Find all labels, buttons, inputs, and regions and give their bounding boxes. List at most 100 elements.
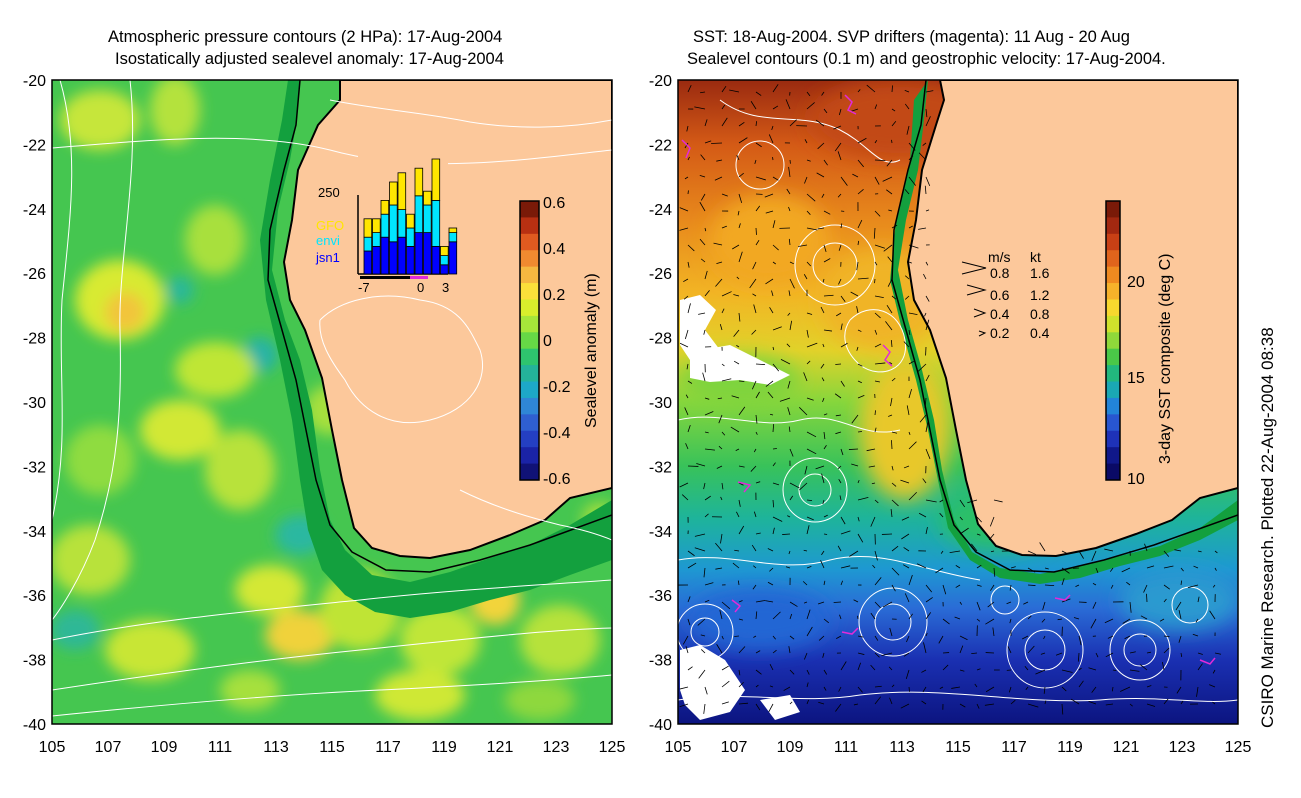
velocity-arrow — [733, 329, 740, 337]
left-colorbar-ticks: 0.6 0.4 0.2 0 -0.2 -0.4 -0.6 Sealevel an… — [543, 195, 600, 488]
velocity-arrow — [789, 448, 794, 457]
velocity-arrow — [823, 108, 828, 114]
legend-arrow-glyph — [973, 308, 987, 318]
velocity-arrow — [772, 499, 775, 508]
velocity-arrow — [1009, 584, 1012, 591]
velocity-arrow — [1197, 652, 1203, 655]
velocity-arrow — [1027, 567, 1036, 573]
right-cbar-tick: 20 — [1127, 274, 1145, 291]
legend-arrow-glyph — [978, 330, 987, 337]
velocity-arrow — [1057, 618, 1063, 621]
right-title-line1: SST: 18-Aug-2004. SVP drifters (magenta)… — [693, 28, 1130, 46]
velocity-arrow — [1061, 550, 1067, 554]
velocity-arrow — [851, 463, 859, 467]
velocity-arrow — [679, 207, 689, 212]
colorbar-swatch — [520, 233, 539, 251]
velocity-arrow — [687, 618, 691, 626]
velocity-arrow — [908, 155, 914, 161]
velocity-arrow — [882, 601, 893, 608]
left-cbar-tick: -0.6 — [543, 471, 571, 488]
velocity-arrow — [755, 205, 761, 212]
velocity-arrow — [804, 139, 808, 144]
velocity-arrow — [1105, 703, 1114, 706]
velocity-arrow — [698, 312, 706, 315]
velocity-arrow — [1091, 550, 1097, 561]
velocity-arrow — [1121, 567, 1131, 573]
left-cbar-tick: -0.4 — [543, 425, 571, 442]
velocity-arrow — [904, 90, 910, 93]
lat-tick-label: -36 — [23, 588, 46, 605]
lon-tick-label: 121 — [487, 739, 514, 756]
velocity-arrow — [1055, 652, 1063, 656]
lon-tick-label: 115 — [319, 739, 345, 756]
inset-bar-envi — [423, 204, 432, 234]
velocity-arrow — [959, 601, 963, 605]
velocity-arrow — [949, 550, 961, 554]
lon-tick-label: 117 — [1001, 739, 1027, 756]
velocity-arrow — [833, 125, 842, 130]
velocity-arrow — [900, 479, 910, 484]
velocity-arrow — [976, 564, 982, 569]
velocity-arrow — [806, 682, 809, 688]
velocity-arrow — [696, 463, 706, 467]
velocity-arrow — [874, 652, 880, 658]
velocity-arrow — [925, 319, 930, 331]
velocity-arrow — [976, 584, 982, 587]
velocity-arrow — [925, 448, 931, 460]
velocity-arrow — [1126, 581, 1131, 586]
velocity-arrow — [732, 562, 740, 569]
colorbar-swatch — [1106, 283, 1120, 300]
velocity-arrow — [716, 465, 723, 469]
velocity-arrow — [788, 646, 791, 654]
velocity-arrow — [815, 465, 825, 470]
velocity-arrow — [721, 665, 729, 671]
velocity-arrow — [772, 346, 775, 351]
velocity-arrow — [1192, 633, 1199, 637]
velocity-arrow — [818, 635, 825, 641]
velocity-arrow — [772, 527, 775, 535]
lat-tick-label: -24 — [649, 202, 672, 219]
velocity-arrow — [1092, 583, 1097, 586]
inset-bar-gfo — [448, 227, 458, 233]
velocity-arrow — [1146, 565, 1155, 569]
left-cbar-tick: 0.6 — [543, 195, 565, 212]
velocity-arrow — [721, 431, 726, 436]
velocity-arrow — [738, 600, 743, 603]
velocity-legend-kt: 1.6 — [1030, 265, 1050, 281]
velocity-arrow — [823, 159, 828, 166]
velocity-arrow — [959, 669, 965, 672]
velocity-arrow — [908, 225, 913, 229]
velocity-arrow — [719, 610, 723, 620]
velocity-arrow — [788, 550, 791, 555]
velocity-arrow — [1197, 596, 1200, 603]
velocity-arrow — [1212, 669, 1216, 674]
velocity-arrow — [1061, 669, 1073, 673]
inset-bar-gfo — [440, 245, 449, 256]
velocity-arrow — [755, 431, 758, 435]
velocity-arrow — [971, 652, 978, 655]
velocity-arrow — [789, 635, 795, 640]
velocity-arrow — [889, 362, 893, 365]
inset-bar-jsn1 — [414, 232, 424, 275]
velocity-arrow — [700, 193, 706, 201]
velocity-arrow — [1129, 601, 1132, 613]
colorbar-swatch — [1106, 266, 1120, 284]
velocity-arrow — [718, 445, 723, 450]
velocity-legend-ms: 0.6 — [990, 287, 1010, 303]
velocity-arrow — [903, 465, 910, 469]
velocity-arrow — [753, 448, 757, 453]
velocity-arrow — [891, 545, 899, 552]
velocity-arrow — [751, 329, 757, 335]
velocity-arrow — [838, 478, 842, 484]
velocity-arrow — [908, 431, 911, 435]
velocity-arrow — [704, 686, 708, 695]
velocity-arrow — [701, 649, 706, 654]
velocity-arrow — [823, 329, 833, 332]
velocity-arrow — [1209, 684, 1216, 688]
velocity-arrow — [853, 599, 859, 603]
colorbar-swatch — [520, 217, 539, 235]
velocity-arrow — [788, 426, 791, 433]
lat-tick-label: -34 — [649, 524, 672, 541]
lon-tick-label: 125 — [599, 739, 626, 756]
velocity-arrow — [821, 473, 825, 484]
